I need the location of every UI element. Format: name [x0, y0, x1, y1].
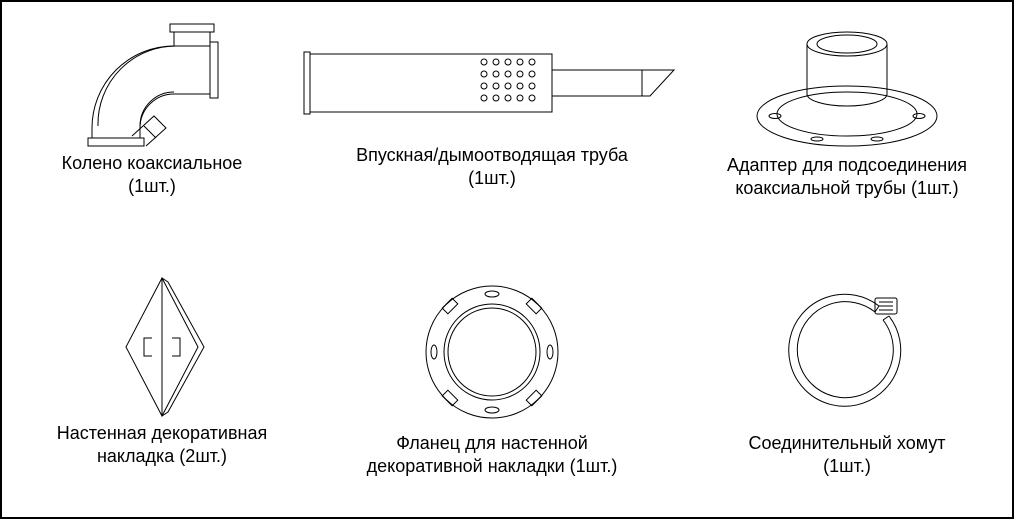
- adapter-title: Адаптер для подсоединения: [702, 154, 992, 177]
- diagram-frame: Колено коаксиальное (1шт.): [0, 0, 1014, 519]
- cell-pipe: Впускная/дымоотводящая труба (1шт.): [302, 34, 682, 191]
- elbow-qty: (1шт.): [22, 175, 282, 198]
- flange-icon: [412, 272, 572, 432]
- pipe-icon: [302, 34, 682, 144]
- flange-qty: декоративной накладки (1шт.): [342, 455, 642, 478]
- wallplate-title: Настенная декоративная: [22, 422, 302, 445]
- elbow-icon: [62, 22, 242, 152]
- flange-title: Фланец для настенной: [342, 432, 642, 455]
- wallplate-icon: [92, 272, 232, 422]
- clamp-icon: [767, 272, 927, 432]
- pipe-title: Впускная/дымоотводящая труба: [302, 144, 682, 167]
- wallplate-qty: накладка (2шт.): [22, 445, 302, 468]
- cell-clamp: Соединительный хомут (1шт.): [702, 272, 992, 479]
- adapter-title2: коаксиальной трубы (1шт.): [702, 177, 992, 200]
- pipe-qty: (1шт.): [302, 167, 682, 190]
- clamp-title: Соединительный хомут: [702, 432, 992, 455]
- adapter-icon: [747, 24, 947, 154]
- cell-elbow: Колено коаксиальное (1шт.): [22, 22, 282, 199]
- clamp-qty: (1шт.): [702, 455, 992, 478]
- elbow-title: Колено коаксиальное: [22, 152, 282, 175]
- cell-adapter: Адаптер для подсоединения коаксиальной т…: [702, 24, 992, 201]
- cell-flange: Фланец для настенной декоративной наклад…: [342, 272, 642, 479]
- cell-wallplate: Настенная декоративная накладка (2шт.): [22, 272, 302, 469]
